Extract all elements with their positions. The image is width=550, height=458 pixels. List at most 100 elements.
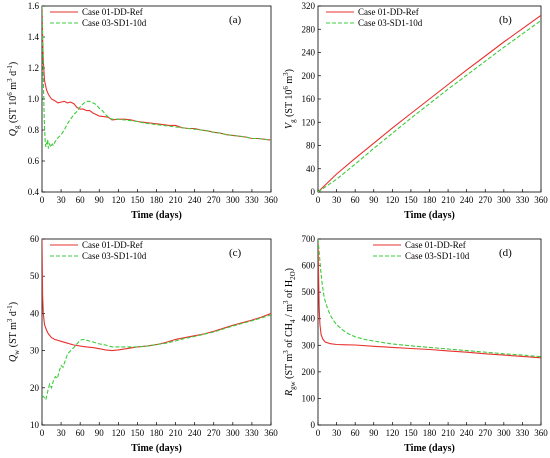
x-tick-label: 330	[516, 195, 530, 205]
y-tick-label: 200	[302, 71, 316, 81]
legend-label: Case 01-DD-Ref	[82, 7, 143, 17]
y-tick-label: 320	[302, 1, 316, 11]
series-line-1	[318, 14, 541, 192]
x-tick-label: 30	[57, 428, 67, 438]
x-tick-label: 30	[57, 195, 67, 205]
x-axis-title: Time (days)	[131, 210, 182, 221]
legend-label: Case 03-SD1-10d	[405, 251, 470, 261]
panel-a: 0 30 60 90 120 150 180 210 240 270 300 330 360 0.4 0.6…	[6, 1, 278, 221]
x-tick-label: 240	[188, 428, 202, 438]
legend-label: Case 01-DD-Ref	[358, 7, 419, 17]
x-tick-label: 270	[207, 428, 221, 438]
legend-label: Case 01-DD-Ref	[82, 240, 143, 250]
legend-label: Case 03-SD1-10d	[82, 18, 147, 28]
x-tick-label: 180	[423, 428, 437, 438]
x-tick-label: 0	[40, 428, 45, 438]
x-tick-label: 150	[131, 195, 145, 205]
x-tick-label: 270	[479, 428, 493, 438]
x-tick-label: 330	[245, 195, 259, 205]
series-line-1	[42, 6, 271, 141]
y-tick-label: 700	[302, 234, 316, 244]
x-axis-title: Time (days)	[404, 443, 455, 454]
panel-b: 0 30 60 90 120 150 180 210 240 270 300 330 360 0 40 80 1…	[282, 1, 548, 221]
series-line-1	[42, 239, 271, 352]
x-tick-label: 300	[497, 195, 511, 205]
legend-label: Case 01-DD-Ref	[405, 240, 466, 250]
y-tick-label: 500	[302, 287, 316, 297]
y-tick-label: 0.6	[28, 156, 40, 166]
panel-label: (a)	[229, 14, 242, 26]
x-tick-label: 30	[332, 195, 342, 205]
x-tick-label: 150	[404, 195, 418, 205]
x-tick-label: 360	[534, 428, 548, 438]
plot-frame	[41, 238, 272, 426]
x-axis-title: Time (days)	[404, 210, 455, 221]
x-tick-label: 90	[369, 428, 379, 438]
x-tick-label: 210	[441, 195, 455, 205]
series-line-2	[42, 314, 271, 401]
x-tick-label: 120	[386, 428, 400, 438]
panel-label: (b)	[499, 14, 512, 26]
x-tick-label: 180	[150, 428, 164, 438]
y-tick-label: 100	[302, 393, 316, 403]
y-tick-label: 1.4	[28, 32, 40, 42]
x-tick-label: 210	[441, 428, 455, 438]
panel-label: (d)	[499, 247, 512, 259]
x-tick-label: 90	[95, 428, 105, 438]
x-tick-label: 120	[112, 195, 126, 205]
x-tick-label: 30	[332, 428, 342, 438]
x-tick-label: 0	[40, 195, 45, 205]
x-tick-label: 60	[351, 195, 361, 205]
y-tick-label: 120	[302, 117, 316, 127]
x-tick-label: 240	[460, 428, 474, 438]
x-tick-label: 150	[404, 428, 418, 438]
y-tick-label: 160	[302, 94, 316, 104]
y-tick-label: 10	[30, 420, 40, 430]
y-tick-label: 240	[302, 48, 316, 58]
y-tick-label: 40	[30, 308, 40, 318]
y-tick-label: 20	[30, 383, 40, 393]
x-tick-label: 60	[351, 428, 361, 438]
y-tick-label: 0	[311, 420, 316, 430]
y-tick-label: 400	[302, 314, 316, 324]
x-tick-label: 300	[226, 195, 240, 205]
y-tick-label: 0.8	[28, 125, 40, 135]
y-tick-label: 280	[302, 24, 316, 34]
series-line-1	[318, 239, 541, 359]
panel-d: 0 30 60 90 120 150 180 210 240 270 300 330 360 0 100 20…	[282, 234, 548, 454]
y-tick-label: 60	[30, 234, 40, 244]
x-tick-label: 330	[516, 428, 530, 438]
x-tick-label: 0	[316, 195, 321, 205]
x-tick-label: 360	[264, 195, 278, 205]
x-tick-label: 240	[188, 195, 202, 205]
x-tick-label: 360	[264, 428, 278, 438]
series-line-2	[318, 20, 541, 192]
plot-frame	[41, 5, 272, 193]
x-tick-label: 120	[112, 428, 126, 438]
x-tick-label: 300	[226, 428, 240, 438]
y-axis-title: Vg​ (ST 106​ m3​)	[282, 69, 297, 129]
y-axis-title: Qg​ (ST 106​ m3​ d-1​)	[6, 62, 21, 137]
y-tick-label: 1.6	[28, 1, 40, 11]
y-tick-label: 30	[30, 346, 40, 356]
x-tick-label: 60	[76, 428, 86, 438]
panel-label: (c)	[229, 247, 242, 259]
x-tick-label: 90	[95, 195, 105, 205]
y-axis-title: Rgw​ (ST m3​ of CH4​ / m3​ of H2O​)	[282, 268, 297, 397]
x-tick-label: 300	[497, 428, 511, 438]
y-tick-label: 300	[302, 340, 316, 350]
x-tick-label: 240	[460, 195, 474, 205]
legend-label: Case 03-SD1-10d	[82, 251, 147, 261]
y-axis-title: Qw​ (ST m3​ d-1​)	[6, 302, 21, 362]
x-tick-label: 360	[534, 195, 548, 205]
x-tick-label: 150	[131, 428, 145, 438]
x-tick-label: 210	[169, 428, 183, 438]
x-axis-title: Time (days)	[131, 443, 182, 454]
plot-frame	[317, 238, 542, 426]
x-tick-label: 0	[316, 428, 321, 438]
x-tick-label: 270	[207, 195, 221, 205]
y-tick-label: 1.0	[28, 94, 40, 104]
y-tick-label: 50	[30, 271, 40, 281]
y-tick-label: 0	[311, 187, 316, 197]
